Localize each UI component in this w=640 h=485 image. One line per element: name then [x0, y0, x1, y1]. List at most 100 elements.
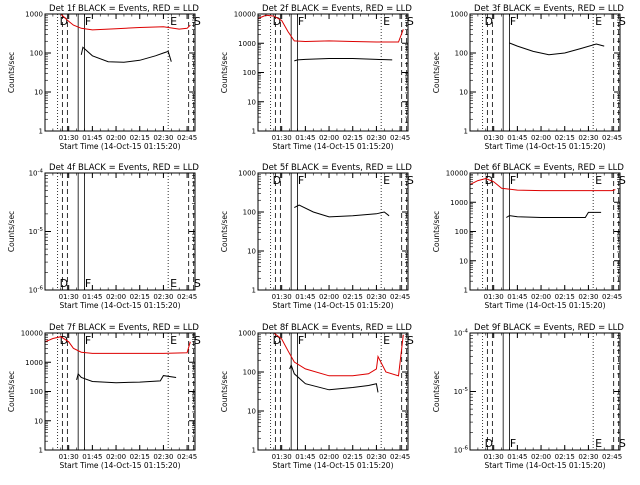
y-axis-label: Counts/sec — [432, 52, 441, 93]
series-events-line — [294, 58, 393, 62]
x-tick-label: 02:45 — [602, 293, 622, 301]
y-tick-label: 10 — [247, 98, 256, 106]
panel-title: Det 2f BLACK = Events, RED = LLD — [262, 4, 412, 14]
y-tick-label: 1 — [464, 287, 468, 295]
x-tick-label: 02:30 — [578, 134, 598, 142]
marker-label: F — [298, 15, 304, 28]
y-tick-label: 1000 — [25, 359, 43, 367]
marker-label: D — [273, 334, 281, 347]
marker-label: E — [170, 15, 177, 28]
y-tick-label: 10 — [459, 89, 468, 97]
x-tick-label: 02:00 — [531, 134, 551, 142]
marker-label: S — [619, 437, 626, 450]
panel-title: Det 1f BLACK = Events, RED = LLD — [49, 4, 199, 14]
x-tick-label: 02:45 — [602, 134, 622, 142]
marker-label: F — [510, 174, 516, 187]
plot-frame — [257, 172, 409, 291]
marker-label: S — [619, 15, 626, 28]
y-axis-label: Counts/sec — [220, 371, 229, 412]
marker-label: E — [383, 174, 390, 187]
x-tick-label: 01:45 — [507, 293, 527, 301]
y-tick-label: 1000 — [450, 199, 468, 207]
x-axis-label: Start Time (14-Oct-15 01:15:20) — [59, 142, 180, 151]
x-tick-label: 02:15 — [130, 453, 150, 461]
series-lld-line — [44, 336, 191, 354]
y-axis-label: Counts/sec — [7, 211, 16, 252]
x-tick-label: 01:45 — [295, 453, 315, 461]
series-events-line — [509, 42, 605, 56]
y-tick-label: 10 — [34, 89, 43, 97]
x-tick-label: 02:30 — [366, 134, 386, 142]
y-axis-label: Counts/sec — [432, 371, 441, 412]
marker-label: F — [510, 15, 516, 28]
y-tick-label: 100 — [243, 209, 256, 217]
x-tick-label: 01:45 — [295, 293, 315, 301]
y-tick-label: 100 — [30, 388, 43, 396]
y-tick-label: 1000 — [25, 11, 43, 19]
y-tick-label: 1000 — [238, 170, 256, 178]
x-tick-label: 01:45 — [507, 134, 527, 142]
panel-title: Det 4f BLACK = Events, RED = LLD — [49, 163, 199, 173]
x-tick-label: 02:00 — [531, 453, 551, 461]
marker-label: E — [595, 174, 602, 187]
y-tick-label: 1 — [252, 128, 256, 136]
x-tick-label: 02:15 — [555, 453, 575, 461]
x-tick-label: 01:30 — [484, 293, 504, 301]
marker-label: D — [60, 334, 68, 347]
panel-title: Det 3f BLACK = Events, RED = LLD — [474, 4, 624, 14]
marker-label: D — [485, 15, 493, 28]
panel-title: Det 6f BLACK = Events, RED = LLD — [474, 163, 624, 173]
x-tick-label: 02:45 — [177, 293, 197, 301]
x-tick-label: 01:45 — [82, 453, 102, 461]
x-tick-label: 02:15 — [130, 293, 150, 301]
marker-label: S — [407, 174, 414, 187]
y-tick-label: 100 — [455, 50, 468, 58]
x-tick-label: 01:30 — [59, 453, 79, 461]
x-axis-label: Start Time (14-Oct-15 01:15:20) — [272, 461, 393, 470]
marker-label: E — [383, 15, 390, 28]
x-tick-label: 02:45 — [177, 134, 197, 142]
marker-label: F — [298, 334, 304, 347]
y-tick-label: 10 — [247, 248, 256, 256]
panel-title: Det 8f BLACK = Events, RED = LLD — [262, 323, 412, 333]
detector-panel-4: Det 4f BLACK = Events, RED = LLD D F E S 10-6… — [7, 163, 201, 310]
series-events-line — [289, 363, 379, 393]
x-tick-label: 02:30 — [153, 293, 173, 301]
x-tick-label: 02:00 — [106, 134, 126, 142]
marker-label: F — [85, 334, 91, 347]
x-axis-label: Start Time (14-Oct-15 01:15:20) — [272, 301, 393, 310]
plot-frame — [257, 332, 409, 451]
y-tick-label: 1 — [39, 447, 43, 455]
x-tick-label: 01:45 — [82, 134, 102, 142]
marker-label: S — [194, 15, 201, 28]
x-tick-label: 02:15 — [343, 134, 363, 142]
y-tick-label: 10-6 — [29, 286, 44, 295]
series-events-line — [294, 204, 390, 218]
x-tick-label: 02:00 — [106, 453, 126, 461]
x-tick-label: 02:45 — [602, 453, 622, 461]
y-tick-label: 10-5 — [29, 227, 44, 236]
detector-panel-9: Det 9f BLACK = Events, RED = LLD D F E S 10-6… — [432, 323, 626, 470]
series-lld-line — [258, 332, 404, 377]
x-tick-label: 02:15 — [130, 134, 150, 142]
y-tick-label: 100 — [30, 50, 43, 58]
series-events-line — [506, 211, 602, 218]
x-tick-label: 02:15 — [555, 134, 575, 142]
y-axis-label: Counts/sec — [432, 211, 441, 252]
y-tick-label: 10-5 — [454, 387, 469, 396]
marker-label: D — [485, 437, 493, 450]
x-axis-label: Start Time (14-Oct-15 01:15:20) — [59, 461, 180, 470]
x-tick-label: 01:30 — [59, 134, 79, 142]
panel-title: Det 5f BLACK = Events, RED = LLD — [262, 163, 412, 173]
x-tick-label: 02:00 — [319, 134, 339, 142]
x-axis-label: Start Time (14-Oct-15 01:15:20) — [484, 142, 605, 151]
x-tick-label: 01:45 — [82, 293, 102, 301]
x-tick-label: 01:30 — [59, 293, 79, 301]
x-tick-label: 02:30 — [153, 134, 173, 142]
